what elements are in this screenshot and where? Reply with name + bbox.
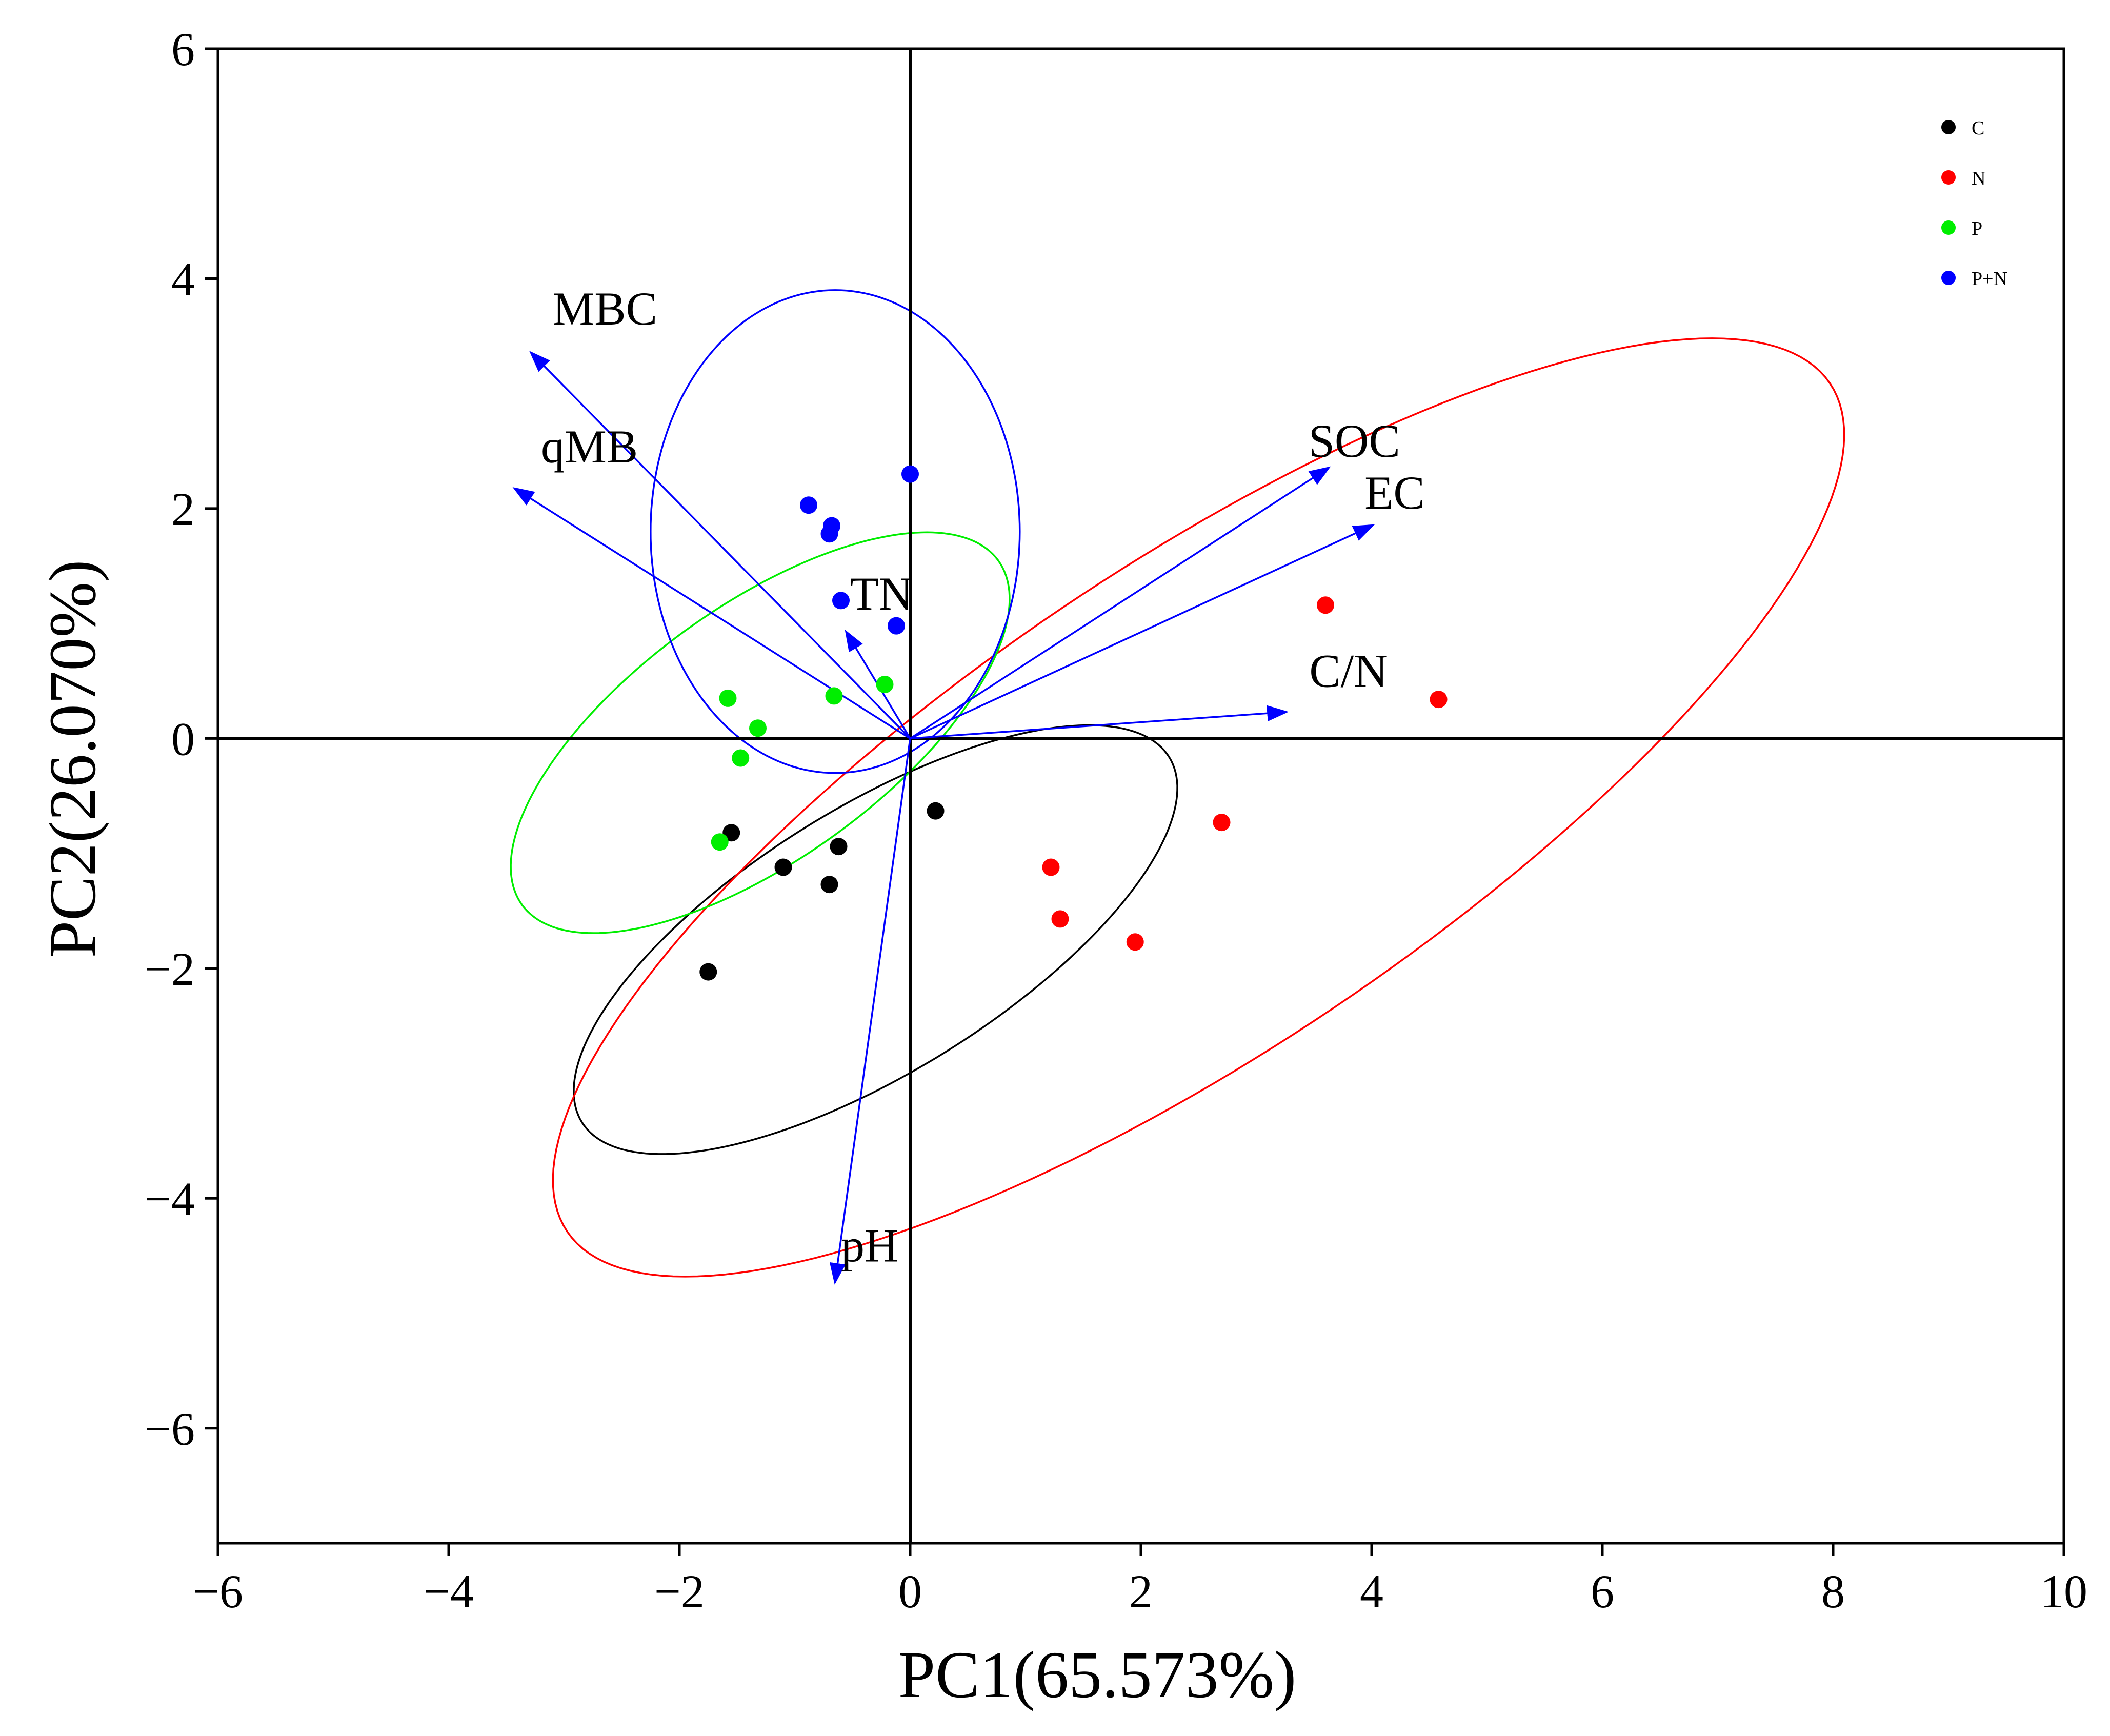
vector-label-ec: EC [1364,467,1425,519]
y-tick-label: −2 [145,943,195,995]
legend-label-c: C [1972,117,1984,139]
point-p-1 [719,689,737,707]
point-n-4 [1042,858,1060,876]
y-tick-label: −6 [145,1403,195,1455]
zero-lines [218,49,2064,1543]
vector-ec [910,524,1375,739]
vector-label-mbc: MBC [553,282,658,335]
legend-label-p: P [1972,218,1982,239]
y-tick-label: 4 [171,253,195,305]
point-p-plus-n-5 [832,592,850,610]
sample-points [699,465,1448,981]
x-tick-label: 4 [1360,1565,1383,1618]
ellipse-c [573,724,1178,1155]
legend-marker-n [1941,170,1956,185]
legend-label-n: N [1972,168,1985,189]
y-tick-label: 0 [171,713,195,765]
x-tick-label: −6 [193,1565,243,1618]
point-c-6 [699,963,717,981]
x-tick-label: 6 [1591,1565,1614,1618]
x-axis-title: PC1(65.573%) [898,1638,1296,1712]
vector-label-tn: TN [850,568,913,620]
vector-ph [829,738,911,1285]
point-p-plus-n-1 [800,496,817,514]
x-axis-ticks: −6 −4 −2 0 2 4 6 8 10 [193,1543,2087,1618]
y-tick-label: 6 [171,23,195,75]
point-c-5 [927,802,945,820]
legend: C N P P+N [1941,117,2007,290]
vector-mbc [529,351,911,739]
vector-label-ph: pH [841,1220,898,1272]
plot-background [218,49,2064,1543]
point-p-plus-n-6 [888,617,905,635]
vector-label-c-n: C/N [1309,644,1388,697]
point-n-3 [1213,814,1231,832]
ellipse-p [510,531,1011,934]
legend-marker-c [1941,120,1956,134]
x-tick-label: 8 [1821,1565,1845,1618]
point-p-2 [749,719,767,737]
point-p-5 [876,675,894,693]
point-p-plus-n-4 [901,465,919,483]
point-n-1 [1317,596,1334,614]
point-n-6 [1126,933,1144,951]
y-tick-label: −4 [145,1173,195,1225]
legend-label-p-plus-n: P+N [1972,268,2007,290]
point-p-plus-n-3 [820,525,838,543]
legend-marker-p [1941,220,1956,235]
vector-qmb [512,487,911,739]
x-tick-label: 10 [2040,1565,2087,1618]
point-p-4 [825,687,843,705]
x-tick-label: 0 [898,1565,922,1618]
point-c-4 [820,876,838,894]
point-n-5 [1051,910,1069,928]
vector-label-soc: SOC [1309,415,1400,467]
point-p-6 [711,833,729,851]
vector-soc [910,466,1331,739]
ellipse-p-plus-n [650,289,1021,774]
x-tick-label: −2 [654,1565,705,1618]
point-p-3 [732,749,750,767]
point-c-3 [830,838,848,856]
x-tick-label: −4 [424,1565,474,1618]
x-tick-label: 2 [1129,1565,1153,1618]
vector-c-n [910,705,1289,740]
point-c-2 [774,858,792,876]
point-n-2 [1430,691,1448,709]
vector-label-qmb: qMB [541,420,638,473]
legend-marker-p-plus-n [1941,271,1956,285]
y-axis-ticks: −6 −4 −2 0 2 4 6 [145,23,218,1455]
confidence-ellipses [510,289,1845,1278]
y-tick-label: 2 [171,483,195,535]
ellipse-n [552,337,1845,1278]
y-axis-title: PC2(26.070%) [36,560,110,958]
